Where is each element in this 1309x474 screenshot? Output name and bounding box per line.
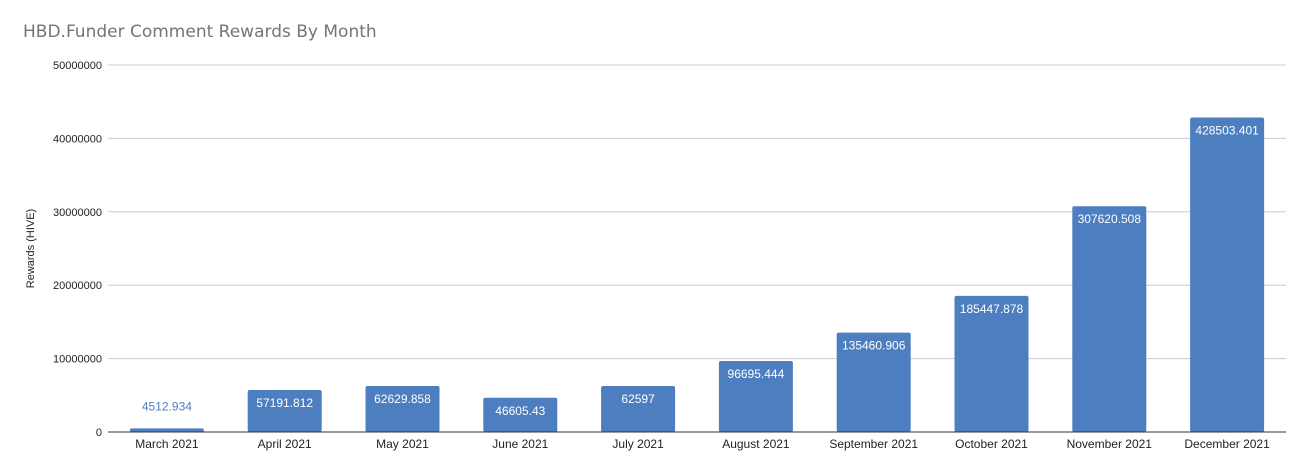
bars: [129, 117, 1265, 432]
bar: [1190, 117, 1265, 432]
data-label: 57191.812: [256, 396, 313, 410]
bar: [1072, 206, 1147, 432]
x-tick-label: April 2021: [258, 437, 312, 451]
x-tick-label: July 2021: [612, 437, 664, 451]
data-labels: 4512.934 57191.812 62629.858 46605.43 62597 9…: [142, 123, 1259, 417]
data-label: 46605.43: [495, 404, 545, 418]
x-tick-label: August 2021: [722, 437, 790, 451]
x-tick-label: November 2021: [1067, 437, 1153, 451]
x-tick-label: March 2021: [135, 437, 199, 451]
bar: [365, 386, 440, 432]
y-axis-title: Rewards (HIVE): [25, 209, 37, 288]
x-tick-label: December 2021: [1184, 437, 1270, 451]
bar: [954, 295, 1029, 432]
data-label: 428503.401: [1195, 123, 1259, 137]
y-tick-label: 0: [96, 427, 102, 439]
bar: [129, 428, 204, 432]
data-label: 62629.858: [374, 392, 431, 406]
axes: 0 10000000 20000000 30000000 40000000 5000000…: [25, 60, 1286, 451]
bar: [483, 397, 558, 432]
data-label: 185447.878: [960, 302, 1024, 316]
data-label: 307620.508: [1078, 212, 1142, 226]
bar: [247, 390, 322, 432]
x-tick-label: May 2021: [376, 437, 429, 451]
x-tick-label: October 2021: [955, 437, 1028, 451]
x-tick-label: September 2021: [829, 437, 918, 451]
y-tick-label: 40000000: [53, 133, 102, 145]
data-label: 4512.934: [142, 399, 192, 413]
y-tick-label: 50000000: [53, 60, 102, 72]
data-label: 62597: [621, 392, 655, 406]
bar: [836, 332, 911, 432]
bar: [601, 386, 676, 432]
data-label: 135460.906: [842, 339, 906, 353]
y-tick-label: 30000000: [53, 207, 102, 219]
bar: [718, 361, 793, 432]
data-label: 96695.444: [728, 367, 785, 381]
chart-title: HBD.Funder Comment Rewards By Month: [23, 22, 377, 42]
y-tick-label: 10000000: [53, 354, 102, 366]
x-tick-label: June 2021: [492, 437, 548, 451]
y-tick-label: 20000000: [53, 280, 102, 292]
